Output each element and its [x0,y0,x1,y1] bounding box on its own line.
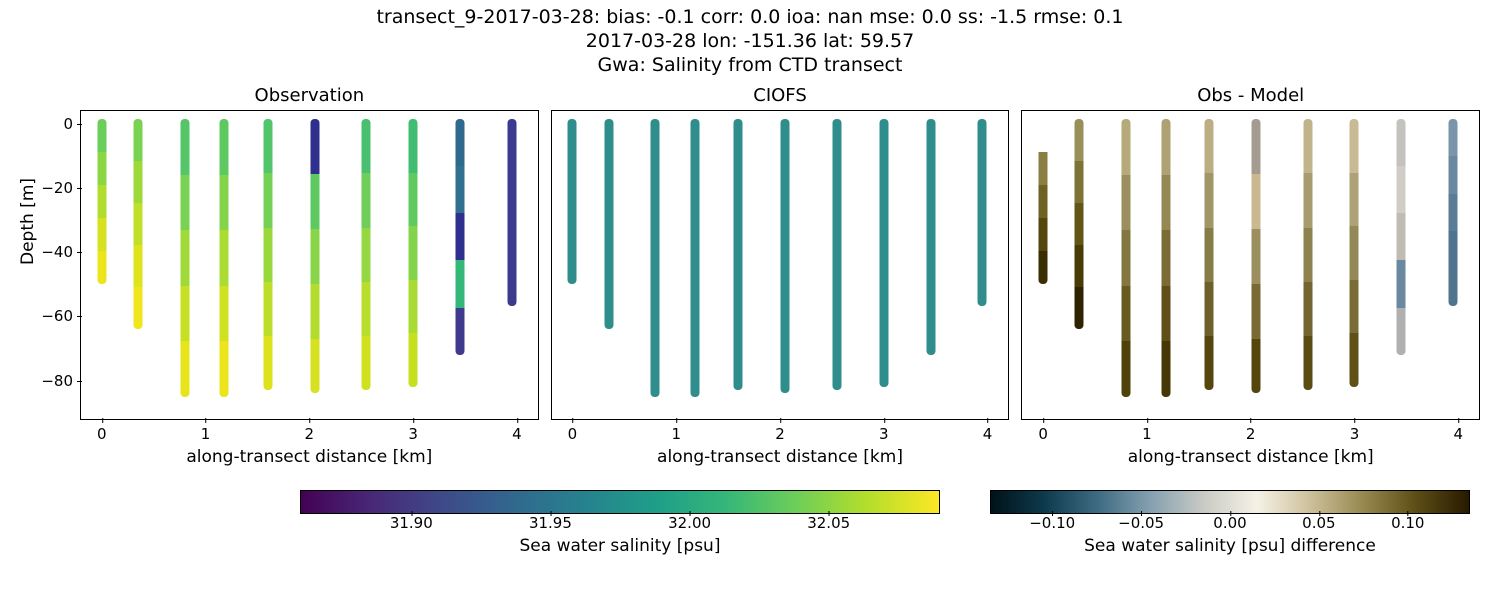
ctd-profile [1303,119,1312,390]
x-tick: 0 [568,419,578,443]
panel-title: Obs - Model [1022,85,1479,106]
ctd-profile [690,119,699,397]
ctd-profile [1397,119,1406,355]
ctd-profile [1350,119,1359,387]
y-tick: −80 [41,372,81,390]
x-tick: 3 [1350,419,1360,443]
ctd-profile [507,119,516,306]
ctd-profile [926,119,935,355]
suptitle-line3: Gwa: Salinity from CTD transect [0,54,1500,76]
y-tick: −40 [41,243,81,261]
y-tick: −60 [41,307,81,325]
x-tick: 2 [305,419,315,443]
colorbar-difference-label: Sea water salinity [psu] difference [990,536,1470,556]
ctd-profile [1039,119,1048,284]
ctd-profile [1205,119,1214,390]
colorbar-tick: 0.05 [1302,514,1335,532]
figure: transect_9-2017-03-28: bias: -0.1 corr: … [0,0,1500,600]
ctd-profile [568,119,577,284]
y-axis-label: Depth [m] [18,178,38,265]
suptitle-line1: transect_9-2017-03-28: bias: -0.1 corr: … [0,6,1500,28]
ctd-profile [879,119,888,387]
colorbar-tick: 0.10 [1391,514,1424,532]
panel-title: CIOFS [552,85,1009,106]
x-tick: 0 [1038,419,1048,443]
colorbar-difference: Sea water salinity [psu] difference −0.1… [990,490,1470,550]
ctd-profile [1251,119,1260,393]
ctd-profile [781,119,790,393]
colorbar-tick: 32.05 [807,514,850,532]
ctd-profile [604,119,613,329]
ctd-profile [362,119,371,390]
ctd-profile [833,119,842,390]
panel-obs-model: Obs - Model01234along-transect distance … [1021,110,1480,420]
ctd-profile [97,119,106,284]
ctd-profile [134,119,143,329]
x-tick: 3 [408,419,418,443]
colorbar-tick: 31.95 [529,514,572,532]
ctd-profile [1449,119,1458,306]
colorbar-salinity: Sea water salinity [psu] 31.9031.9532.00… [300,490,940,550]
x-tick: 3 [879,419,889,443]
x-tick: 1 [1142,419,1152,443]
ctd-profile [409,119,418,387]
y-tick: −20 [41,179,81,197]
ctd-profile [651,119,660,397]
panel-ciofs: CIOFS01234along-transect distance [km] [551,110,1010,420]
ctd-profile [734,119,743,390]
suptitle-line2: 2017-03-28 lon: -151.36 lat: 59.57 [0,30,1500,52]
x-tick: 4 [512,419,522,443]
ctd-profile [455,119,464,355]
panels-row: Observation0−20−40−60−8001234along-trans… [80,110,1480,420]
ctd-profile [220,119,229,397]
ctd-profile [310,119,319,393]
x-tick: 0 [97,419,107,443]
x-axis-label: along-transect distance [km] [1022,447,1479,467]
ctd-profile [1075,119,1084,329]
ctd-profile [1122,119,1131,397]
colorbar-salinity-label: Sea water salinity [psu] [300,536,940,556]
panel-observation: Observation0−20−40−60−8001234along-trans… [80,110,539,420]
colorbar-tick: 31.90 [390,514,433,532]
colorbar-tick: 0.00 [1213,514,1246,532]
ctd-profile [978,119,987,306]
colorbar-salinity-bar [300,490,940,514]
ctd-profile [180,119,189,397]
panel-title: Observation [81,85,538,106]
x-tick: 4 [1453,419,1463,443]
x-tick: 2 [775,419,785,443]
colorbar-tick: 32.00 [668,514,711,532]
y-tick: 0 [63,115,81,133]
ctd-profile [1161,119,1170,397]
colorbar-tick: −0.05 [1118,514,1164,532]
x-tick: 1 [671,419,681,443]
x-axis-label: along-transect distance [km] [552,447,1009,467]
x-tick: 1 [201,419,211,443]
colorbar-tick: −0.10 [1029,514,1075,532]
ctd-profile [263,119,272,390]
x-tick: 4 [983,419,993,443]
x-axis-label: along-transect distance [km] [81,447,538,467]
x-tick: 2 [1246,419,1256,443]
